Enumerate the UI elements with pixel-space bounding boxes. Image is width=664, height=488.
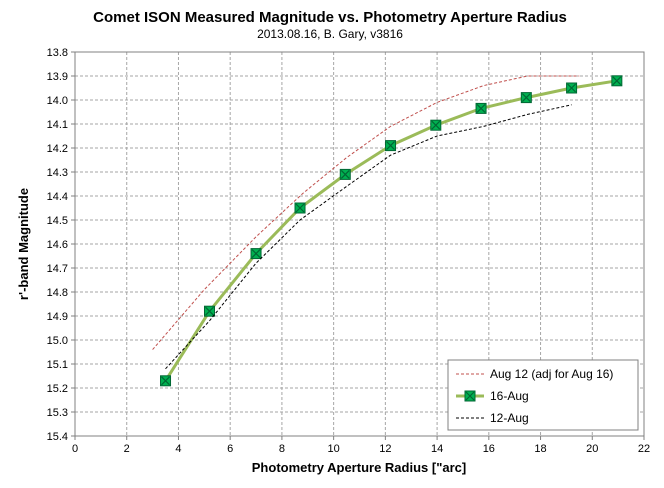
y-tick-label: 14.5 — [47, 215, 68, 227]
marker-cross — [161, 376, 170, 386]
y-tick-label: 14.9 — [47, 311, 68, 323]
data-point — [294, 202, 306, 214]
marker-cross — [521, 93, 531, 103]
y-tick-label: 15.1 — [47, 359, 68, 371]
data-point — [385, 140, 397, 152]
chart-subtitle: 2013.08.16, B. Gary, v3816 — [257, 27, 403, 41]
y-tick-label: 13.8 — [47, 47, 68, 59]
marker-cross — [465, 391, 475, 401]
marker-cross — [340, 169, 350, 179]
y-tick-label: 14.7 — [47, 263, 68, 275]
data-point — [160, 375, 172, 387]
x-tick-label: 14 — [431, 443, 443, 455]
x-tick-label: 10 — [328, 443, 340, 455]
legend: Aug 12 (adj for Aug 16) 16-Aug 12-Aug — [447, 359, 639, 431]
y-tick-label: 13.9 — [47, 71, 68, 83]
y-tick-label: 15.3 — [47, 407, 68, 419]
marker-cross — [205, 306, 214, 316]
marker-cross — [476, 103, 486, 113]
y-tick-label: 14.1 — [47, 119, 68, 131]
data-point — [203, 305, 215, 317]
y-tick-label: 15.4 — [47, 431, 68, 443]
y-tick-label: 14.0 — [47, 95, 68, 107]
series-16-aug — [160, 75, 623, 387]
y-tick-label: 14.8 — [47, 287, 68, 299]
y-tick-label: 14.6 — [47, 239, 68, 251]
x-tick-label: 0 — [72, 443, 78, 455]
marker-cross — [612, 76, 622, 86]
legend-label: 16-Aug — [490, 389, 529, 403]
data-point — [611, 75, 623, 87]
series-12-aug — [165, 104, 572, 370]
data-point — [475, 102, 487, 114]
data-point — [339, 168, 351, 180]
marker-cross — [295, 203, 305, 213]
marker-cross — [431, 120, 441, 130]
marker-cross — [251, 249, 261, 259]
series-line — [165, 104, 572, 370]
series-aug-12-adj-for-aug-16 — [152, 75, 580, 350]
legend-item-12-aug: 12-Aug — [456, 411, 529, 425]
marker-cross — [567, 83, 577, 93]
y-tick-label: 14.2 — [47, 143, 68, 155]
series-line — [152, 75, 580, 350]
legend-label: 12-Aug — [490, 411, 529, 425]
x-tick-label: 18 — [534, 443, 546, 455]
marker-cross — [386, 141, 395, 151]
x-axis-label: Photometry Aperture Radius ["arc] — [252, 460, 466, 475]
x-tick-label: 8 — [279, 443, 285, 455]
series-line — [164, 79, 618, 382]
x-tick-label: 20 — [586, 443, 598, 455]
y-tick-label: 14.3 — [47, 167, 68, 179]
data-point — [250, 248, 262, 260]
chart-title: Comet ISON Measured Magnitude vs. Photom… — [93, 9, 567, 26]
legend-label: Aug 12 (adj for Aug 16) — [490, 367, 613, 381]
data-point — [566, 82, 578, 94]
data-point — [520, 92, 532, 104]
legend-item-16-aug: 16-Aug — [456, 389, 529, 403]
x-tick-labels: 0 2 4 6 8 10 12 14 16 18 20 22 — [72, 436, 650, 455]
y-tick-label: 14.4 — [47, 191, 68, 203]
x-tick-label: 12 — [379, 443, 391, 455]
legend-item-aug-12-adj-for-aug-16: Aug 12 (adj for Aug 16) — [456, 367, 613, 381]
y-tick-label: 15.0 — [47, 335, 68, 347]
x-tick-label: 4 — [175, 443, 181, 455]
y-tick-labels: 13.8 13.9 14.0 14.1 14.2 14.3 14.4 14.5 14.6 14.7… — [47, 47, 75, 443]
x-tick-label: 22 — [638, 443, 650, 455]
x-tick-label: 16 — [483, 443, 495, 455]
series-layer — [152, 75, 623, 387]
y-axis-label: r'-band Magnitude — [16, 188, 31, 300]
x-tick-label: 6 — [227, 443, 233, 455]
legend-marker — [464, 390, 476, 402]
data-point — [430, 119, 442, 131]
y-tick-label: 15.2 — [47, 383, 68, 395]
x-tick-label: 2 — [124, 443, 130, 455]
